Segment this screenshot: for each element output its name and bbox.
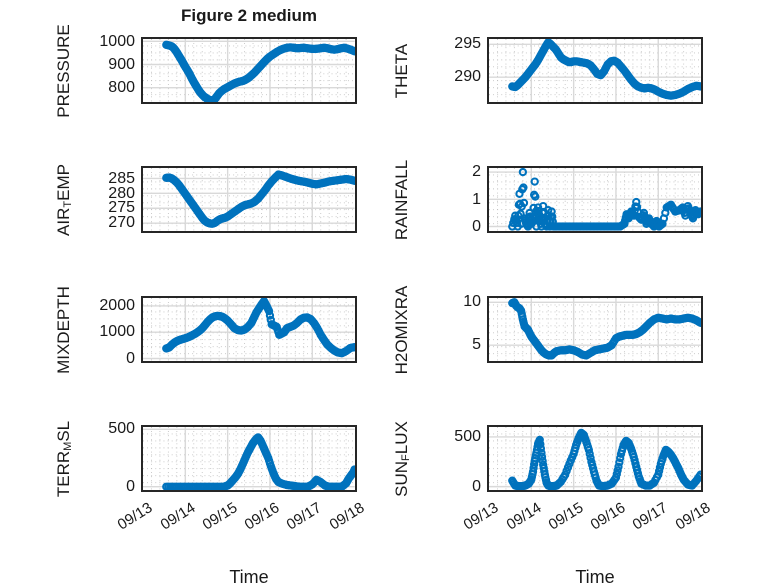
plot-area-air_temp: [143, 168, 355, 231]
ylabel-mixdepth: MIXDEPTH: [54, 285, 73, 374]
xlabel-terr_msl: Time: [229, 567, 269, 587]
xtick-terr_msl-4: 09/17: [284, 499, 325, 534]
axes-air_temp: [141, 166, 357, 233]
plot-area-rainfall: [489, 168, 701, 231]
ytick-pressure-2: 1000: [99, 32, 135, 50]
ytick-air_temp-2: 280: [108, 184, 135, 202]
ytick-terr_msl-0: 0: [126, 477, 135, 495]
ytick-h2omixra-1: 10: [463, 293, 481, 311]
plot-area-h2omixra: [489, 298, 701, 361]
ytick-air_temp-3: 285: [108, 169, 135, 187]
figure-title: Figure 2 medium: [180, 6, 318, 25]
xtick-terr_msl-2: 09/15: [199, 499, 241, 534]
plot-area-pressure: [143, 39, 355, 102]
axes-h2omixra: [487, 296, 703, 363]
ytick-sun_flux-0: 0: [472, 477, 481, 495]
ytick-mixdepth-2: 2000: [99, 297, 135, 315]
xtick-sun_flux-1: 09/14: [503, 499, 544, 534]
plot-area-sun_flux: [489, 427, 701, 490]
xtick-sun_flux-0: 09/13: [460, 499, 502, 534]
ytick-rainfall-1: 1: [472, 190, 481, 208]
xlabel-sun_flux: Time: [575, 567, 615, 587]
xtick-sun_flux-2: 09/15: [545, 499, 587, 534]
ylabel-h2omixra: H2OMIXRA: [392, 285, 411, 374]
xtick-sun_flux-5: 09/18: [672, 499, 714, 534]
xtick-terr_msl-1: 09/14: [157, 499, 198, 534]
ytick-theta-1: 295: [454, 35, 481, 53]
xtick-sun_flux-3: 09/16: [587, 499, 629, 534]
ytick-sun_flux-1: 500: [454, 428, 481, 446]
ytick-rainfall-0: 0: [472, 217, 481, 235]
plot-area-terr_msl: [143, 427, 355, 490]
ylabel-sun_flux: SUNFLUX: [392, 420, 412, 497]
xtick-sun_flux-4: 09/17: [630, 499, 671, 534]
axes-theta: [487, 37, 703, 104]
axes-pressure: [141, 37, 357, 104]
ylabel-air_temp: AIRTEMP: [54, 163, 74, 236]
plot-area-theta: [489, 39, 701, 102]
ylabel-terr_msl: TERRMSL: [54, 420, 74, 497]
ytick-h2omixra-0: 5: [472, 336, 481, 354]
axes-mixdepth: [141, 296, 357, 363]
xtick-terr_msl-0: 09/13: [114, 499, 156, 534]
ylabel-theta: THETA: [392, 43, 411, 98]
ytick-pressure-1: 900: [108, 55, 135, 73]
ytick-pressure-0: 800: [108, 78, 135, 96]
ytick-rainfall-2: 2: [472, 163, 481, 181]
ylabel-pressure: PRESSURE: [54, 23, 73, 118]
ytick-mixdepth-1: 1000: [99, 323, 135, 341]
axes-rainfall: [487, 166, 703, 233]
ylabel-rainfall: RAINFALL: [392, 159, 411, 240]
ytick-mixdepth-0: 0: [126, 349, 135, 367]
xtick-terr_msl-5: 09/18: [326, 499, 368, 534]
ytick-theta-0: 290: [454, 68, 481, 86]
ytick-air_temp-0: 270: [108, 214, 135, 232]
ytick-terr_msl-1: 500: [108, 420, 135, 438]
ytick-air_temp-1: 275: [108, 199, 135, 217]
xtick-terr_msl-3: 09/16: [241, 499, 283, 534]
plot-area-mixdepth: [143, 298, 355, 361]
axes-sun_flux: [487, 425, 703, 492]
axes-terr_msl: [141, 425, 357, 492]
